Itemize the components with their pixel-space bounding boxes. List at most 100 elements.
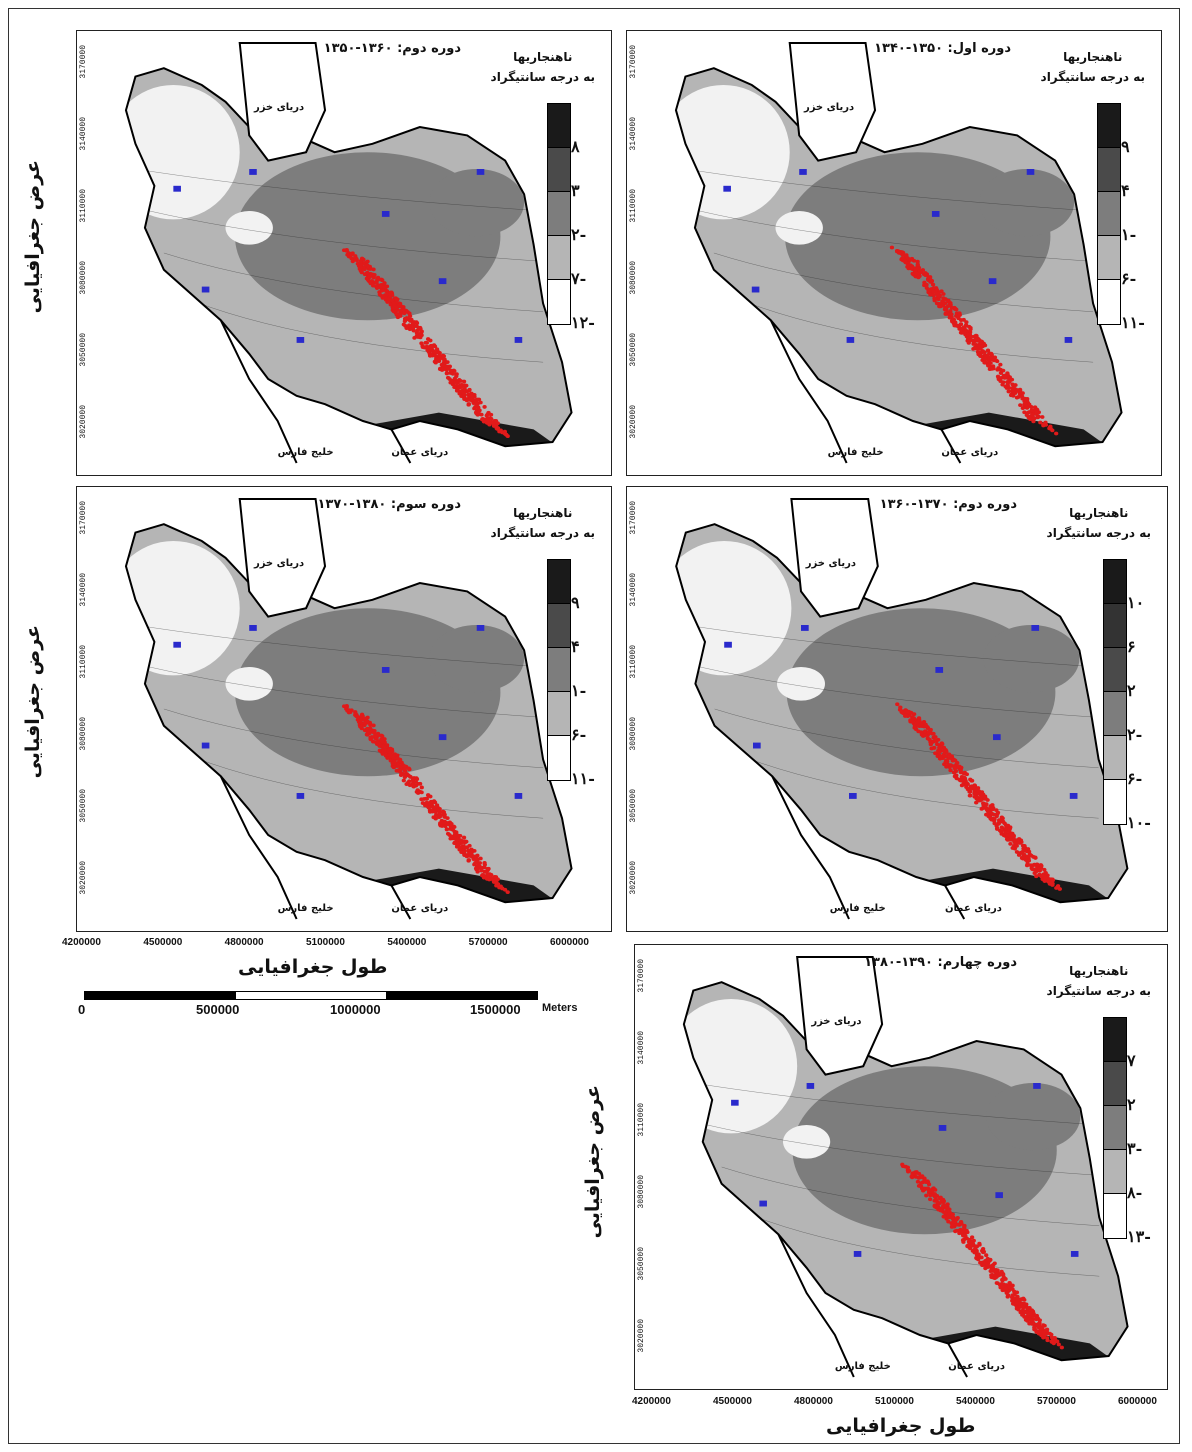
caspian-sea (240, 43, 325, 161)
y-tick-label: 3110000 (79, 189, 88, 223)
legend-label: ۱۲- (571, 313, 595, 332)
map-panel-period-4: 3170000 3140000 3110000 3080000 3050000 30200… (76, 486, 612, 932)
y-tick-label: 3140000 (79, 117, 88, 151)
legend-swatch (1104, 648, 1126, 692)
y-tick-label: 3020000 (629, 861, 638, 895)
map-svg (627, 487, 1167, 931)
legend-label: ۲ (1127, 1095, 1136, 1114)
x-tick-label: 5100000 (306, 937, 345, 948)
y-tick-label: 3050000 (629, 789, 638, 823)
map-svg (77, 487, 611, 931)
y-tick-label: 3170000 (629, 501, 638, 535)
y-tick-label: 3170000 (79, 45, 88, 79)
legend-swatch (1104, 736, 1126, 780)
legend-swatch (548, 280, 570, 324)
caspian-sea-label: دریای خزر (253, 101, 305, 113)
x-tick-label: 5400000 (956, 1396, 995, 1407)
oman-sea-label: دریای عمان (941, 447, 999, 458)
country-outline (684, 982, 1128, 1360)
caspian-sea (797, 957, 882, 1075)
panel-title: دوره دوم: ۱۳۶۰-۱۳۵۰ (323, 41, 461, 56)
panel-title: دوره چهارم: ۱۳۹۰-۱۳۸۰ (864, 955, 1017, 970)
persian-gulf-label: خلیج فارس (827, 447, 884, 458)
scale-bar (84, 991, 538, 1000)
map-panel-period-2: 3170000 3140000 3110000 3080000 3050000 30200… (76, 30, 612, 476)
legend-title: ناهنجاریها به درجه سانتیگراد (1046, 506, 1151, 540)
oman-sea-label: دریای عمان (948, 1361, 1006, 1372)
legend-label: ۴ (571, 637, 580, 656)
legend-label: ۱۰- (1127, 813, 1151, 832)
y-tick-label: 3080000 (79, 261, 88, 295)
station-points (900, 1162, 1064, 1350)
legend-title: ناهنجاریها به درجه سانتیگراد (490, 506, 595, 540)
y-tick-label: 3020000 (79, 405, 88, 439)
y-tick-label: 3050000 (79, 333, 88, 367)
legend-swatch (548, 104, 570, 148)
legend-label: ۲ (1127, 681, 1136, 700)
map-panel-period-5: 3170000 3140000 3110000 3080000 3050000 30200… (634, 944, 1168, 1390)
y-tick-label: 3170000 (79, 501, 88, 535)
legend-label: ۶ (1127, 637, 1136, 656)
legend-label: ۶- (1127, 769, 1143, 788)
y-tick-label: 3170000 (637, 959, 646, 993)
caspian-sea (791, 499, 877, 617)
legend-label: ۲- (1127, 725, 1143, 744)
oman-sea-label: دریای عمان (391, 447, 449, 458)
y-tick-label: 3020000 (629, 405, 638, 439)
scale-label-500000: 500000 (196, 1002, 240, 1017)
legend-swatch (548, 148, 570, 192)
x-tick-label: 4500000 (143, 937, 183, 948)
y-tick-label: 3170000 (629, 45, 638, 79)
caspian-sea-label: دریای خزر (253, 557, 305, 569)
scale-label-1500000: 1500000 (470, 1002, 521, 1017)
legend-swatch (548, 604, 570, 648)
oman-sea-label: دریای عمان (945, 903, 1002, 914)
map-panel-period-3: 3170000 3140000 3110000 3080000 3050000 30200… (626, 486, 1168, 932)
legend-color-ramp (1097, 103, 1121, 325)
legend-color-ramp (547, 103, 571, 325)
y-tick-label: 3110000 (637, 1103, 646, 1137)
legend-swatch (548, 736, 570, 780)
legend-swatch (1104, 1194, 1126, 1238)
legend-label: ۱- (1121, 225, 1137, 244)
y-tick-label: 3110000 (79, 645, 88, 679)
legend-label: ۱- (571, 681, 587, 700)
legend-swatch (1104, 1062, 1126, 1106)
legend-label: ۸ (571, 137, 580, 156)
legend-swatch (1098, 104, 1120, 148)
legend-color-ramp (1103, 559, 1127, 825)
map-svg (627, 31, 1161, 475)
legend-swatch (1104, 604, 1126, 648)
x-tick-label: 4800000 (794, 1396, 833, 1407)
legend-swatch (1098, 192, 1120, 236)
legend-swatch (548, 236, 570, 280)
scale-label-1000000: 1000000 (330, 1002, 381, 1017)
legend-label: ۱۰ (1127, 593, 1145, 612)
country-outline (676, 68, 1122, 446)
persian-gulf-label: خلیج فارس (834, 1361, 891, 1372)
y-tick-label: 3080000 (629, 717, 638, 751)
legend-swatch (1098, 280, 1120, 324)
x-tick-label: 6000000 (550, 937, 589, 948)
legend-label: ۸- (1127, 1183, 1143, 1202)
station-points (341, 247, 510, 438)
x-tick-label: 4200000 (632, 1396, 671, 1407)
caspian-sea-label: دریای خزر (803, 101, 855, 113)
legend-swatch (1104, 1106, 1126, 1150)
legend-swatch (548, 560, 570, 604)
legend-label: ۴ (1121, 181, 1130, 200)
y-tick-label: 3020000 (79, 861, 88, 895)
x-tick-label: 4500000 (713, 1396, 752, 1407)
y-tick-label: 3140000 (637, 1031, 646, 1065)
legend-color-ramp (547, 559, 571, 781)
legend-swatch (548, 648, 570, 692)
station-points (341, 703, 510, 894)
legend-label: ۳ (571, 181, 580, 200)
station-points (889, 245, 1059, 436)
legend-title: ناهنجاریها به درجه سانتیگراد (490, 50, 595, 84)
y-axis-title-bottom: عرض جغرافیایی (582, 1085, 604, 1239)
country-outline (676, 524, 1127, 902)
legend-swatch (1098, 236, 1120, 280)
legend-label: ۷- (571, 269, 587, 288)
caspian-sea-label: دریای خزر (805, 557, 857, 569)
